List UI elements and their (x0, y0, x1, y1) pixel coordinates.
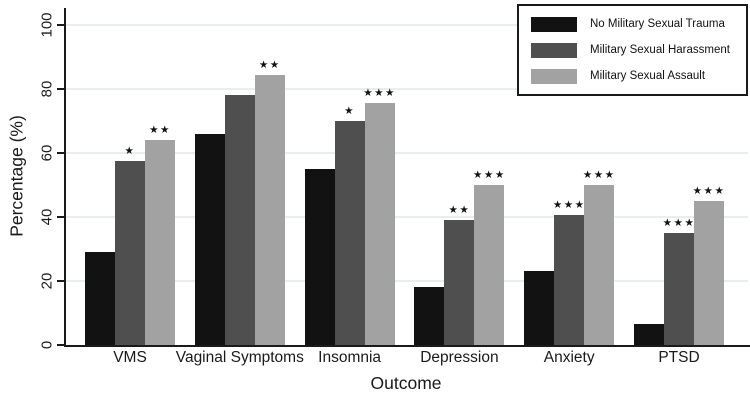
legend-label-1: Military Sexual Harassment (590, 44, 730, 56)
x-category-label-anxiety: Anxiety (543, 349, 595, 366)
bar-anxiety-series-1 (554, 215, 585, 345)
legend-item-2: Military Sexual Assault (531, 68, 742, 84)
significance-stars: ★★ (258, 58, 281, 71)
bar-vaginal-symptoms-series-1 (224, 95, 255, 345)
gridline-40 (66, 216, 748, 218)
bar-depression-series-0 (414, 287, 445, 345)
significance-stars: ★★★ (473, 169, 506, 181)
significance-stars: ★★★ (662, 217, 696, 229)
y-tick-0 (57, 344, 64, 346)
y-tick-100 (57, 24, 64, 26)
significance-stars: ★★★ (552, 199, 586, 212)
significance-stars: ★★ (448, 204, 471, 217)
gridline-80 (66, 88, 748, 90)
y-tick-label-100: 100 (38, 12, 56, 38)
bar-ptsd-series-0 (634, 324, 664, 345)
bar-insomnia-series-2 (364, 103, 395, 345)
y-tick-label-40: 40 (38, 208, 56, 226)
significance-stars: ★★★ (363, 87, 396, 100)
gridline-100 (66, 24, 748, 26)
x-axis-title: Outcome (370, 373, 442, 393)
y-tick-20 (57, 280, 64, 282)
y-tick-label-20: 20 (38, 272, 56, 290)
bar-depression-series-2 (474, 185, 505, 345)
x-category-label-depression: Depression (420, 349, 499, 366)
bar-insomnia-series-0 (304, 169, 335, 345)
legend-label-0: No Military Sexual Trauma (590, 18, 725, 30)
x-category-label-vms: VMS (113, 349, 147, 366)
x-category-label-ptsd: PTSD (658, 349, 700, 366)
significance-stars: ★ (124, 145, 136, 157)
bar-ptsd-series-2 (694, 201, 724, 345)
x-category-label-insomnia: Insomnia (318, 349, 382, 366)
bar-vms-series-0 (85, 252, 115, 345)
gridline-20 (66, 280, 748, 282)
bar-insomnia-series-1 (334, 121, 365, 345)
y-tick-label-80: 80 (38, 80, 56, 98)
y-axis-line (64, 8, 66, 347)
legend-item-1: Military Sexual Harassment (531, 42, 742, 58)
legend-item-0: No Military Sexual Trauma (531, 16, 742, 32)
legend-swatch-1 (531, 42, 577, 58)
y-tick-40 (57, 216, 64, 218)
bar-ptsd-series-1 (664, 233, 694, 345)
x-axis-line (64, 345, 750, 347)
bar-vaginal-symptoms-series-2 (254, 74, 285, 345)
significance-stars: ★★★ (692, 185, 726, 197)
legend-swatch-2 (531, 68, 577, 84)
bar-anxiety-series-2 (584, 185, 615, 345)
bar-vaginal-symptoms-series-0 (194, 133, 225, 345)
bar-depression-series-1 (444, 220, 475, 345)
bar-vms-series-1 (115, 161, 145, 345)
legend-swatch-0 (531, 16, 577, 32)
legend-label-2: Military Sexual Assault (590, 70, 706, 82)
bar-anxiety-series-0 (524, 271, 555, 345)
y-axis-title: Percentage (%) (6, 115, 27, 237)
significance-stars: ★★ (149, 124, 171, 137)
gridline-60 (66, 152, 748, 154)
y-tick-60 (57, 152, 64, 154)
significance-stars: ★★★ (582, 169, 616, 181)
y-tick-label-60: 60 (38, 144, 56, 162)
bar-vms-series-2 (145, 140, 175, 345)
y-tick-80 (57, 88, 64, 90)
y-tick-label-0: 0 (38, 340, 56, 350)
significance-stars: ★ (344, 105, 356, 117)
x-category-label-vaginal-symptoms: Vaginal Symptoms (175, 349, 304, 366)
legend: No Military Sexual Trauma Military Sexual… (517, 4, 748, 96)
